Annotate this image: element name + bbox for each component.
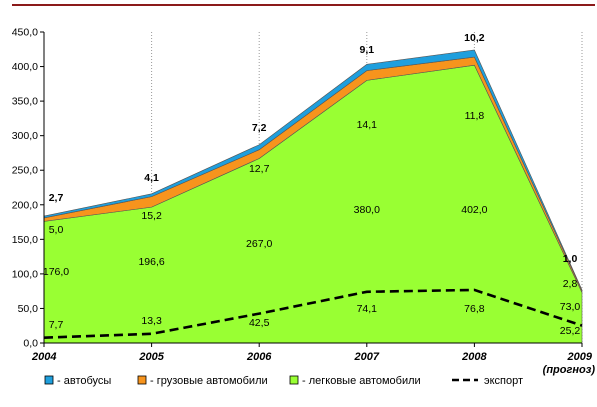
data-label-cars: 196,6 <box>138 256 164 268</box>
export-line <box>43 288 583 339</box>
y-tick-label: 150,0 <box>12 234 38 246</box>
data-label-trucks: 11,8 <box>465 110 485 122</box>
legend-cars-label: - легковые автомобили <box>302 375 421 387</box>
data-label-buses: 1,0 <box>563 253 578 265</box>
data-label-buses: 4,1 <box>144 172 159 184</box>
y-tick-label: 450,0 <box>12 27 38 39</box>
data-label-buses: 10,2 <box>464 32 485 44</box>
data-label-export: 76,8 <box>464 303 485 315</box>
data-label-buses: 9,1 <box>359 44 374 56</box>
legend: - автобусы - грузовые автомобили - легковы… <box>44 375 523 387</box>
area-series-2 <box>43 49 583 291</box>
data-label-export: 7,7 <box>49 319 64 331</box>
legend-export-label: экспорт <box>484 375 523 387</box>
data-label-trucks: 15,2 <box>141 210 162 222</box>
legend-buses: - автобусы <box>44 375 111 387</box>
y-tick-label: 250,0 <box>12 165 38 177</box>
data-label-trucks: 14,1 <box>357 119 378 131</box>
data-label-trucks: 12,7 <box>249 163 270 175</box>
legend-buses-swatch <box>44 375 54 385</box>
legend-trucks-label: - грузовые автомобили <box>150 375 268 387</box>
top-rule <box>12 4 595 6</box>
axes <box>40 31 583 347</box>
legend-buses-label: - автобусы <box>57 375 111 387</box>
data-labels: 176,0 5,0 2,7 7,7 196,6 15,2 4,1 13,3 267,0 12,7 7… <box>43 32 581 337</box>
data-label-export: 25,2 <box>560 325 581 337</box>
data-label-cars: 402,0 <box>461 204 487 216</box>
y-tick-label: 400,0 <box>12 61 38 73</box>
x-tick-label: 2008 <box>461 351 487 363</box>
x-tick-label: 2005 <box>138 351 164 363</box>
data-label-cars: 380,0 <box>354 204 380 216</box>
tick-labels: 0,0 50,0 100,0 150,0 200,0 250,0 300,0 350,0 400… <box>12 27 596 377</box>
y-tick-label: 100,0 <box>12 268 38 280</box>
data-label-trucks: 5,0 <box>49 224 64 236</box>
data-label-export: 13,3 <box>141 315 162 327</box>
x-tick-label: 2004 <box>31 351 56 363</box>
x-tick-label: 2006 <box>246 351 272 363</box>
data-label-export: 74,1 <box>357 303 378 315</box>
data-label-buses: 7,2 <box>252 122 267 134</box>
data-label-cars: 176,0 <box>43 266 69 278</box>
data-label-buses: 2,7 <box>49 192 64 204</box>
x-tick-sublabel: (прогноз) <box>543 364 596 376</box>
data-label-trucks: 2,8 <box>563 278 578 290</box>
legend-export: экспорт <box>452 375 523 387</box>
export-line-path <box>43 288 583 339</box>
y-tick-label: 350,0 <box>12 96 38 108</box>
x-tick-label: 2009 <box>567 351 593 363</box>
legend-cars-swatch <box>289 375 299 385</box>
y-tick-label: 300,0 <box>12 130 38 142</box>
y-tick-label: 0,0 <box>23 338 38 350</box>
legend-trucks-swatch <box>137 375 147 385</box>
x-tick-label: 2007 <box>354 351 380 363</box>
y-tick-label: 50,0 <box>18 303 39 315</box>
data-label-export: 42,5 <box>249 317 270 329</box>
data-label-cars: 267,0 <box>246 238 272 250</box>
legend-trucks: - грузовые автомобили <box>137 375 268 387</box>
y-tick-label: 200,0 <box>12 199 38 211</box>
legend-cars: - легковые автомобили <box>289 375 421 387</box>
data-label-cars: 73,0 <box>560 301 581 313</box>
